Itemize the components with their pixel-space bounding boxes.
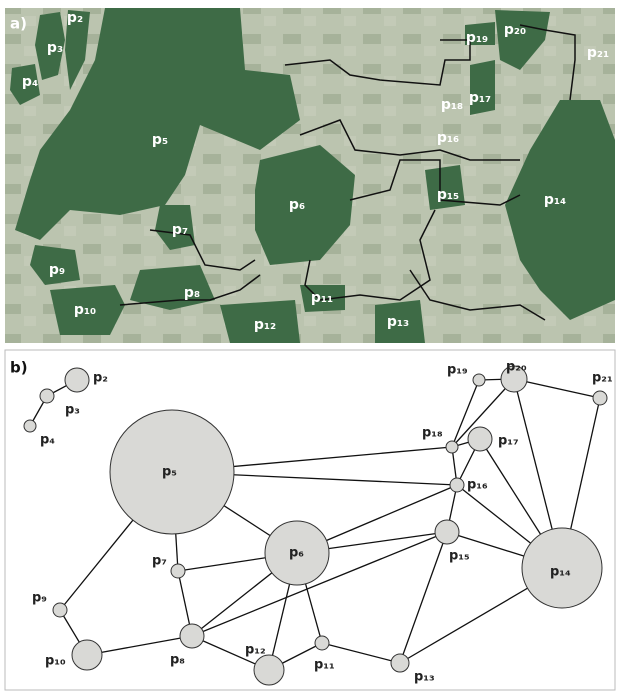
panel-frame	[5, 350, 615, 690]
node	[254, 655, 284, 685]
node-label: p₁₉	[447, 363, 468, 378]
node-label: p₁₅	[449, 549, 470, 564]
panel-label: a)	[10, 15, 27, 33]
patch-label: p₁₅	[437, 187, 459, 203]
node	[446, 441, 458, 453]
node-label: p₁₃	[414, 670, 435, 685]
patch-label: p₅	[152, 132, 168, 148]
patch-label: p₁₃	[387, 314, 409, 330]
patch-label: p₁₈	[441, 97, 463, 113]
node-label: p₁₇	[498, 434, 519, 449]
node-label: p₃	[65, 403, 80, 418]
patch-label: p₁₇	[469, 90, 491, 106]
node-label: p₂₀	[506, 360, 527, 375]
node	[171, 564, 185, 578]
patch-label: p₁₀	[74, 302, 96, 318]
node-label: p₅	[162, 465, 177, 480]
patch-label: p₁₄	[544, 192, 566, 208]
node	[40, 389, 54, 403]
patch-label: p₆	[289, 197, 305, 213]
patch-label: p₂₁	[587, 45, 609, 61]
node	[391, 654, 409, 672]
patch-label: p₂	[67, 10, 83, 26]
node	[468, 427, 492, 451]
node-label: p₁₄	[550, 565, 571, 580]
node-label: p₁₆	[467, 478, 488, 493]
node	[473, 374, 485, 386]
node	[315, 636, 329, 650]
node-label: p₁₁	[314, 658, 335, 673]
panel-b: b) p₂ p₃ p₄ p₅ p₆ p₇ p₈ p₉ p₁₀ p₁₁ p₁₂ p₁₃ p₁₄ p₁₅ p₁₆…	[5, 350, 615, 690]
patch-label: p₃	[47, 40, 63, 56]
patch-label: p₁₉	[466, 30, 488, 46]
node	[65, 368, 89, 392]
node-label: p₆	[289, 546, 304, 561]
patch-label: p₂₀	[504, 22, 526, 38]
patch	[470, 60, 495, 115]
node	[435, 520, 459, 544]
node-label: p₁₀	[45, 654, 66, 669]
patch-label: p₁₂	[254, 317, 276, 333]
panel-label: b)	[10, 359, 28, 377]
node-label: p₄	[40, 433, 55, 448]
patch-label: p₄	[22, 74, 38, 90]
patch-label: p₉	[49, 262, 65, 278]
node	[450, 478, 464, 492]
figure: a) p₂p₃p₄p₅p₆p₇p₈p₉p₁₀p₁₁p₁₂p₁₃p₁₄p₁₅p₁₆…	[0, 0, 618, 691]
node-label: p₁₂	[245, 643, 266, 658]
patch-label: p₈	[184, 285, 200, 301]
node	[24, 420, 36, 432]
node	[593, 391, 607, 405]
patch-label: p₁₁	[311, 290, 333, 306]
node	[72, 640, 102, 670]
node-label: p₉	[32, 591, 47, 606]
node-label: p₁₈	[422, 426, 443, 441]
node-label: p₂₁	[592, 371, 613, 386]
patch-label: p₁₆	[437, 130, 459, 146]
node-label: p₂	[93, 371, 108, 386]
node-label: p₈	[170, 653, 185, 668]
node-label: p₇	[152, 554, 167, 569]
patch-label: p₇	[172, 222, 188, 238]
node	[53, 603, 67, 617]
node	[180, 624, 204, 648]
